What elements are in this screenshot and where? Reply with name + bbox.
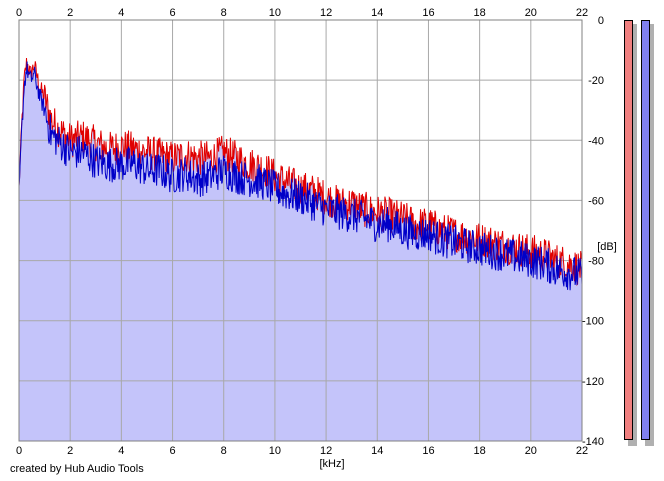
x-tick-label-bottom: 18 [474,445,486,457]
x-tick-label-top: 18 [474,7,486,19]
y-tick-label: -120 [582,376,604,388]
x-tick-label-top: 8 [221,7,227,19]
x-tick-labels-bottom: 0 2 4 6 8 10 12 14 16 18 20 22 [16,445,588,457]
y-tick-label: 0 [598,15,604,27]
x-axis-label: [kHz] [319,458,344,470]
spectrum-fill [19,58,582,441]
x-tick-label-bottom: 4 [118,445,124,457]
x-tick-label-top: 10 [269,7,281,19]
x-tick-label-top: 6 [169,7,175,19]
y-tick-label: -140 [582,436,604,448]
x-tick-label-bottom: 14 [371,445,383,457]
y-tick-label: -20 [588,75,604,87]
plot-frame [18,19,583,442]
series-lines [18,57,583,291]
credit-text: created by Hub Audio Tools [10,463,144,475]
x-tick-label-top: 12 [320,7,332,19]
x-tick-label-bottom: 2 [67,445,73,457]
y-tick-label: -60 [588,195,604,207]
y-tick-labels: 0 -20 -40 -60 -80 -100 -120 -140 [582,15,604,448]
x-tick-label-bottom: 20 [525,445,537,457]
x-tick-label-top: 16 [422,7,434,19]
y-axis-label: [dB] [597,241,617,253]
x-tick-label-top: 4 [118,7,124,19]
x-tick-label-top: 2 [67,7,73,19]
x-tick-labels-top: 0 2 4 6 8 10 12 14 16 18 20 22 [16,7,588,19]
right-channel-meter [641,20,650,440]
x-tick-label-bottom: 12 [320,445,332,457]
x-tick-label-top: 22 [576,7,588,19]
x-tick-label-bottom: 0 [16,445,22,457]
x-tick-label-bottom: 22 [576,445,588,457]
x-tick-label-top: 14 [371,7,383,19]
left-channel-meter [624,20,633,440]
y-tick-label: -80 [588,256,604,268]
spectrum-fill-area [19,58,582,441]
x-tick-label-top: 20 [525,7,537,19]
x-tick-label-top: 0 [16,7,22,19]
series-line-blue [18,61,583,291]
x-tick-label-bottom: 16 [422,445,434,457]
y-tick-label: -100 [582,316,604,328]
x-tick-label-bottom: 8 [221,445,227,457]
x-tick-label-bottom: 6 [169,445,175,457]
x-tick-label-bottom: 10 [269,445,281,457]
y-tick-label: -40 [588,135,604,147]
